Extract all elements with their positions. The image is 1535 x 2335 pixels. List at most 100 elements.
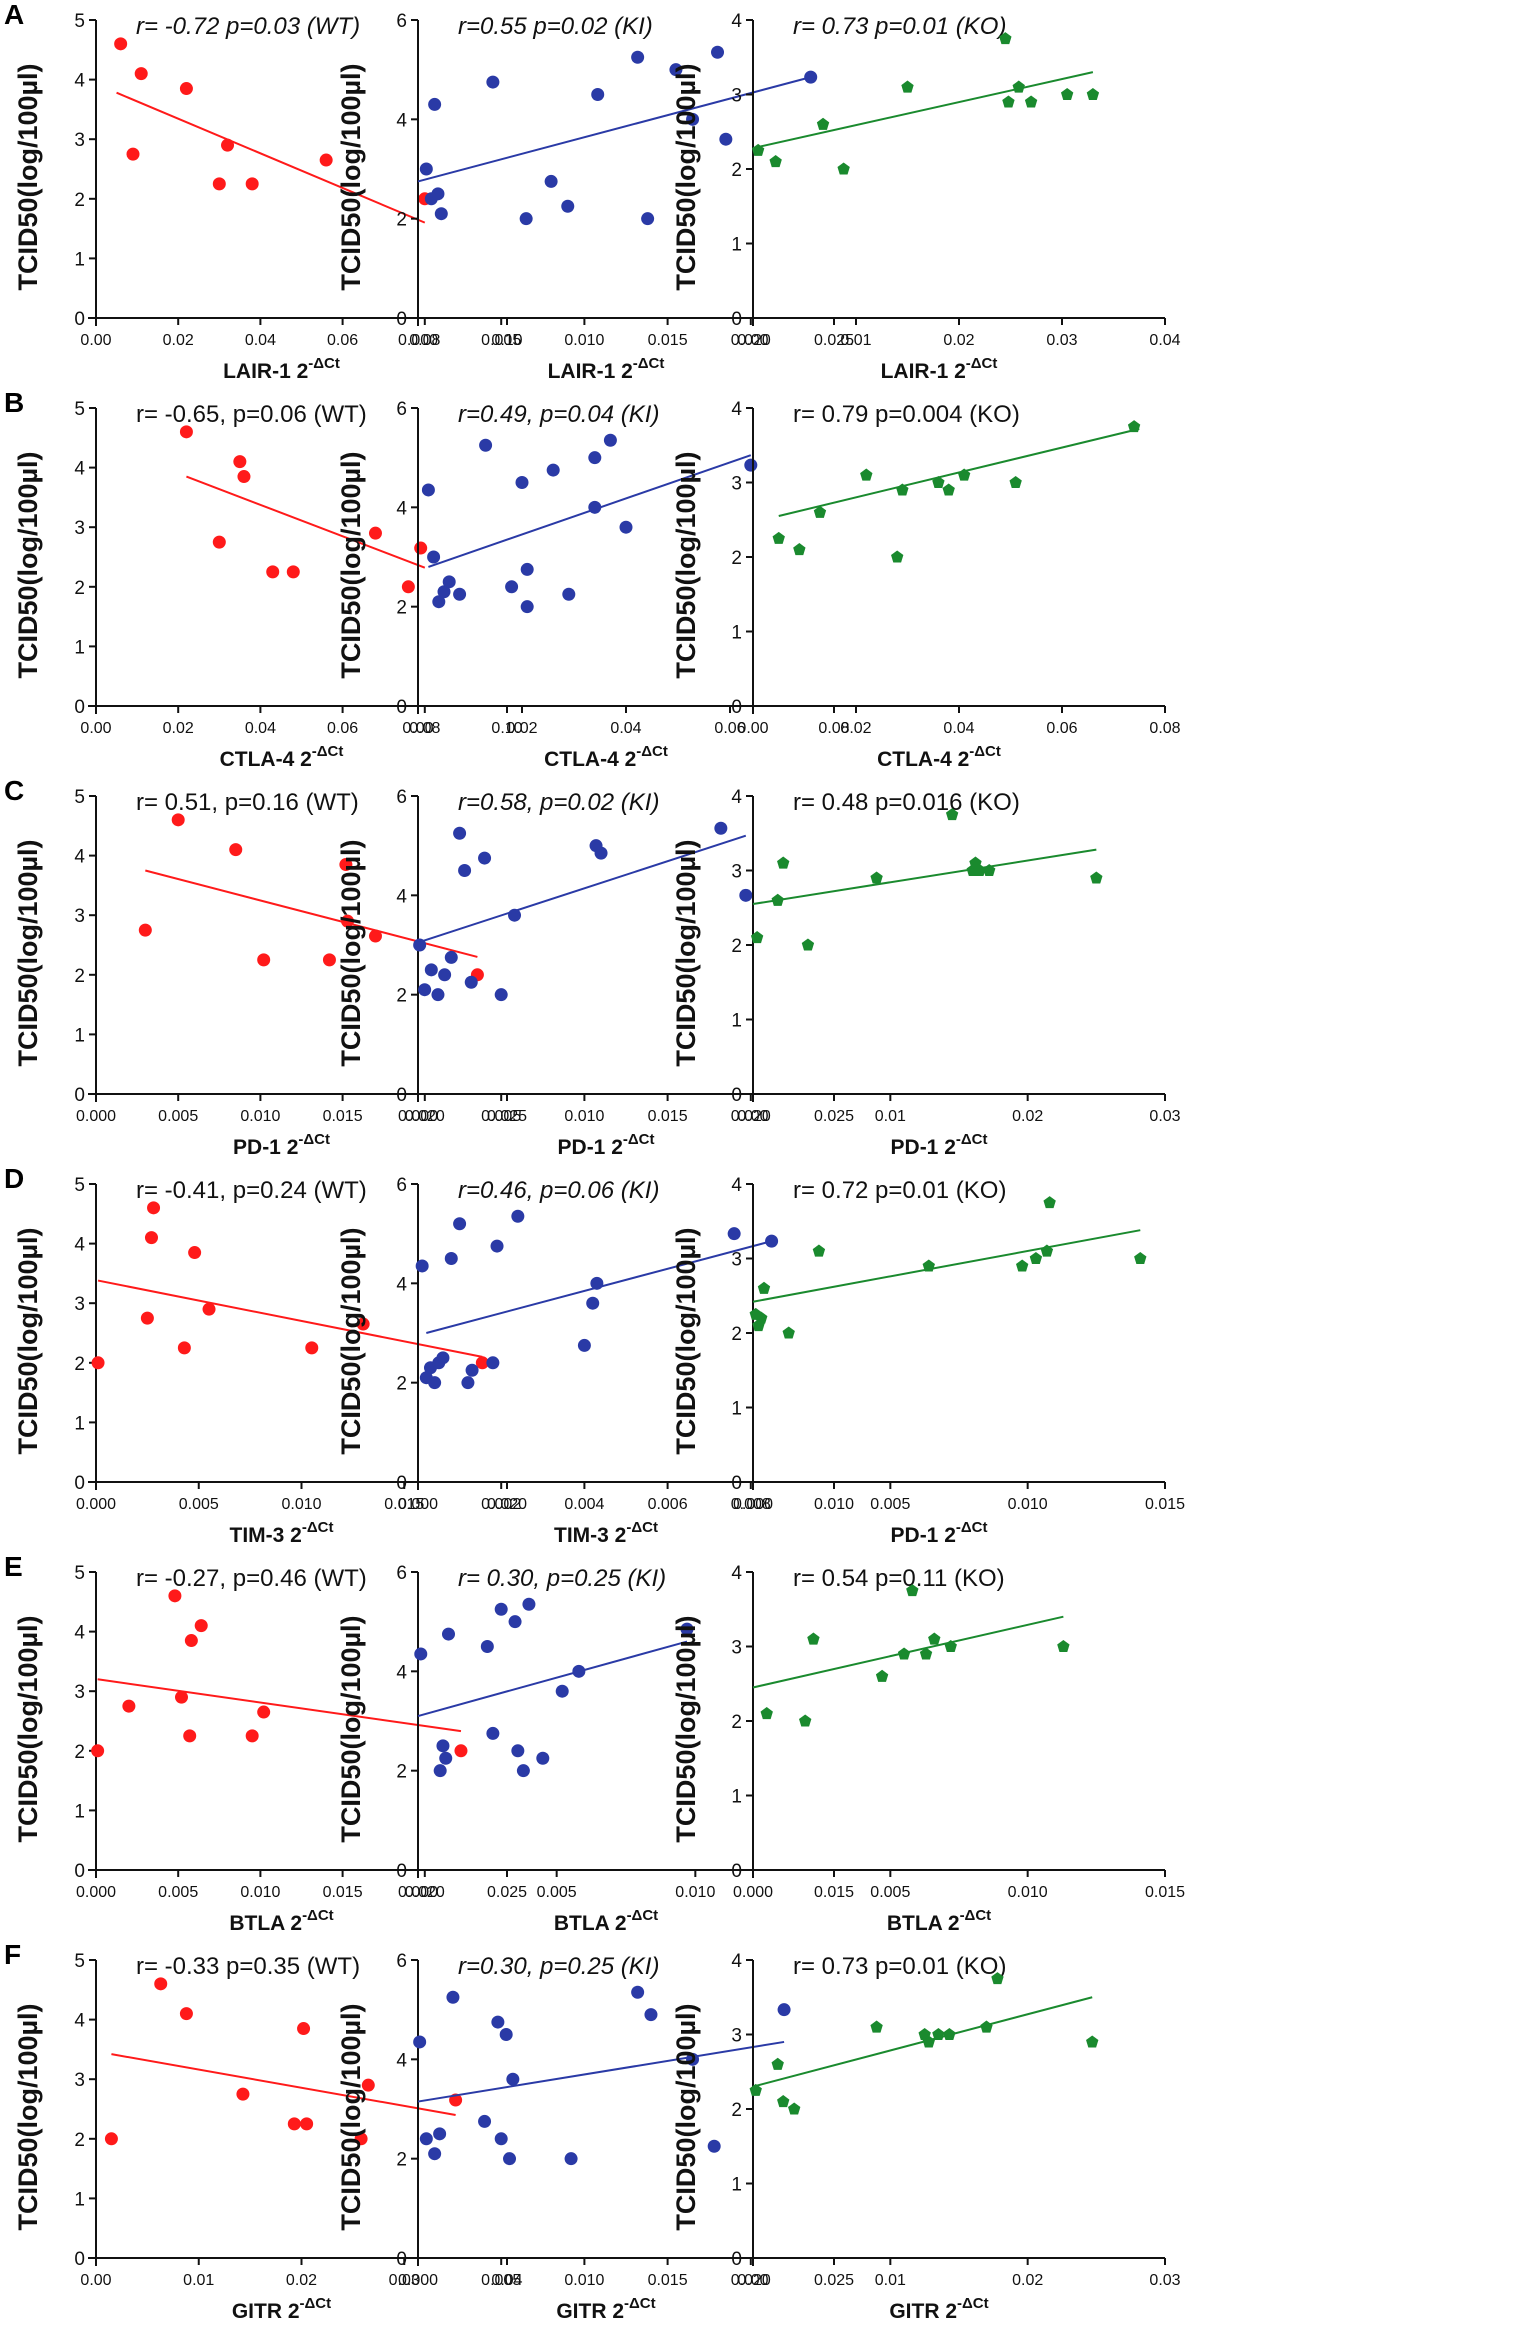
data-point xyxy=(760,1707,773,1720)
y-tick-label: 4 xyxy=(731,11,742,32)
y-tick-label: 4 xyxy=(396,1662,407,1683)
x-tick-label: 0.08 xyxy=(818,720,849,737)
data-point xyxy=(1012,80,1025,93)
y-tick-label: 4 xyxy=(731,1563,742,1584)
x-tick-label: 0.020 xyxy=(487,1496,527,1513)
data-point xyxy=(680,1622,694,1636)
x-tick-label: 0.010 xyxy=(675,1884,715,1901)
y-tick-label: 2 xyxy=(74,966,85,987)
y-axis-label: TCID50(log/100µl) xyxy=(336,63,366,290)
data-point xyxy=(419,2132,433,2146)
data-point xyxy=(906,1584,919,1597)
data-point xyxy=(739,888,753,902)
data-point xyxy=(1002,95,1015,108)
y-tick-label: 1 xyxy=(731,2175,742,2196)
x-tick-label: 0.03 xyxy=(1149,1108,1180,1125)
regression-line xyxy=(111,2053,456,2116)
data-point xyxy=(368,526,382,540)
data-point xyxy=(419,162,433,176)
x-tick-label: 0.020 xyxy=(731,332,771,349)
data-point xyxy=(1040,1244,1054,1257)
y-tick-label: 2 xyxy=(74,578,85,599)
y-tick-label: 3 xyxy=(74,130,85,151)
data-point xyxy=(229,843,243,857)
y-tick-label: 3 xyxy=(74,1294,85,1315)
y-tick-label: 3 xyxy=(731,474,742,495)
x-tick-label: 0.010 xyxy=(564,332,604,349)
data-point xyxy=(415,1259,429,1273)
data-point xyxy=(503,2152,517,2166)
x-tick-label: 0.025 xyxy=(487,1108,527,1125)
x-axis-label: GITR 2-ΔCt xyxy=(889,2295,988,2323)
data-point xyxy=(1029,1252,1043,1265)
x-tick-label: 0.005 xyxy=(179,1496,219,1513)
data-point xyxy=(179,2007,193,2021)
panel-b-wt: 0 1 2 3 4 5 0.00 0.02 0.04 0.06 0.08 0.10 TCID50(log… xyxy=(13,399,523,771)
y-tick-label: 3 xyxy=(731,86,742,107)
x-tick-label: 0.015 xyxy=(1145,1884,1185,1901)
y-tick-label: 4 xyxy=(731,1175,742,1196)
x-tick-label: 0.06 xyxy=(1046,720,1077,737)
data-point xyxy=(286,565,300,579)
data-point xyxy=(562,587,576,601)
regression-line xyxy=(752,848,1097,906)
data-point xyxy=(812,1244,826,1257)
data-point xyxy=(300,2117,314,2131)
y-tick-label: 6 xyxy=(396,787,407,808)
x-tick-label: 0.000 xyxy=(398,1884,438,1901)
data-point xyxy=(1015,1259,1029,1272)
correlation-annotation: r= 0.79 p=0.004 (KO) xyxy=(793,401,1020,428)
data-point xyxy=(421,483,435,497)
correlation-annotation: r=0.55 p=0.02 (KI) xyxy=(458,13,653,40)
data-point xyxy=(444,1252,458,1265)
data-point xyxy=(555,1684,569,1698)
x-tick-label: 0.005 xyxy=(537,1884,577,1901)
y-tick-label: 0 xyxy=(74,697,85,718)
data-point xyxy=(771,2057,784,2070)
y-axis-label: TCID50(log/100µl) xyxy=(336,2003,366,2230)
data-point xyxy=(427,550,441,564)
x-axis-label: LAIR-1 2-ΔCt xyxy=(223,355,340,383)
data-point xyxy=(147,1201,161,1215)
data-point xyxy=(641,212,655,226)
data-point xyxy=(356,1317,370,1331)
x-tick-label: 0.025 xyxy=(487,1884,527,1901)
x-tick-label: 0.008 xyxy=(731,1496,771,1513)
y-tick-label: 4 xyxy=(396,498,407,519)
data-point xyxy=(464,975,478,989)
y-tick-label: 1 xyxy=(731,1399,742,1420)
data-point xyxy=(644,2008,658,2022)
data-point xyxy=(436,1739,450,1753)
y-tick-label: 2 xyxy=(731,548,742,569)
x-axis-label: PD-1 2-ΔCt xyxy=(891,1519,988,1547)
y-tick-label: 4 xyxy=(74,1623,85,1644)
data-point xyxy=(813,505,827,518)
y-tick-label: 0 xyxy=(74,309,85,330)
correlation-annotation: r=0.49, p=0.04 (KI) xyxy=(458,401,659,428)
data-point xyxy=(144,1231,158,1245)
x-tick-label: 0.03 xyxy=(1149,2272,1180,2289)
x-tick-label: 0.00 xyxy=(737,720,768,737)
data-point xyxy=(212,535,226,549)
data-point xyxy=(1043,1196,1056,1209)
correlation-annotation: r=0.58, p=0.02 (KI) xyxy=(458,789,659,816)
data-point xyxy=(444,950,458,964)
data-point xyxy=(183,1729,197,1743)
x-tick-label: 0.006 xyxy=(648,1496,688,1513)
x-tick-label: 0.000 xyxy=(76,1496,116,1513)
data-point xyxy=(508,1615,522,1629)
x-tick-label: 0.01 xyxy=(840,332,871,349)
x-tick-label: 0.000 xyxy=(398,1496,438,1513)
x-axis-label: TIM-3 2-ΔCt xyxy=(230,1519,334,1547)
x-tick-label: 0.020 xyxy=(731,1108,771,1125)
data-point xyxy=(179,82,193,96)
data-point xyxy=(546,463,560,477)
data-point xyxy=(453,826,467,840)
x-tick-label: 0.02 xyxy=(286,2272,317,2289)
y-tick-label: 2 xyxy=(396,1762,407,1783)
y-tick-label: 3 xyxy=(74,1682,85,1703)
x-axis-label: BTLA 2-ΔCt xyxy=(887,1907,991,1935)
data-point xyxy=(932,476,945,489)
y-axis-label: TCID50(log/100µl) xyxy=(13,1615,43,1842)
data-point xyxy=(765,1234,779,1248)
